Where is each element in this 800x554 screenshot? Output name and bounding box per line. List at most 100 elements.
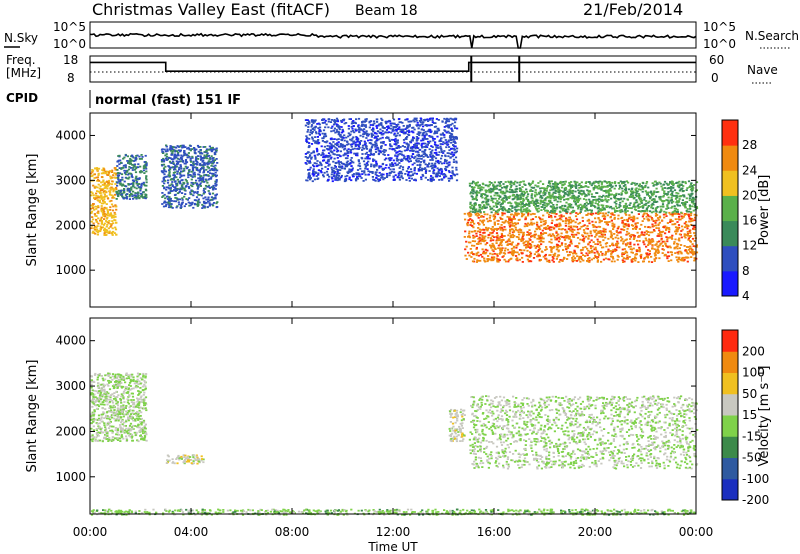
data-cell (413, 145, 416, 148)
data-cell (610, 233, 613, 236)
data-cell (342, 154, 345, 157)
data-cell (585, 204, 588, 207)
data-cell (352, 136, 355, 139)
data-cell (319, 161, 322, 164)
data-cell (336, 170, 339, 173)
data-cell (529, 255, 532, 257)
data-cell (665, 229, 668, 231)
data-cell (384, 166, 387, 169)
data-cell (511, 222, 515, 225)
data-cell (628, 246, 631, 248)
data-cell (589, 232, 592, 235)
data-cell (400, 172, 404, 175)
data-cell (406, 157, 409, 160)
data-cell (647, 234, 651, 237)
data-cell (103, 229, 106, 231)
data-cell (432, 164, 435, 167)
data-cell (485, 217, 489, 220)
data-cell (161, 185, 164, 187)
data-cell (331, 170, 334, 173)
data-cell (420, 144, 423, 147)
data-cell (664, 232, 667, 235)
data-cell (214, 169, 217, 171)
data-cell (666, 204, 669, 206)
data-cell (341, 138, 344, 141)
data-cell (422, 153, 425, 155)
data-cell (568, 235, 571, 238)
data-cell (413, 166, 416, 169)
data-cell (125, 171, 128, 173)
data-cell (96, 190, 99, 192)
data-cell (212, 202, 216, 204)
data-cell (606, 184, 609, 187)
data-cell (576, 231, 579, 234)
data-cell (683, 256, 686, 259)
data-cell (318, 132, 321, 135)
data-cell (90, 212, 93, 214)
data-cell (336, 124, 339, 127)
data-cell (647, 205, 650, 207)
data-cell (614, 244, 617, 247)
data-cell (386, 120, 390, 123)
data-cell (682, 203, 685, 206)
data-cell (430, 152, 433, 155)
data-cell (353, 131, 356, 134)
data-cell (178, 203, 181, 206)
data-cell (102, 180, 105, 183)
data-cell (566, 246, 569, 248)
data-cell (339, 150, 342, 153)
data-cell (634, 253, 637, 256)
data-cell (439, 133, 442, 136)
data-cell (424, 124, 427, 127)
data-cell (165, 201, 168, 204)
data-cell (545, 202, 548, 205)
data-cell (415, 144, 418, 147)
data-cell (304, 162, 307, 164)
data-cell (536, 244, 540, 246)
data-cell (317, 153, 321, 155)
data-cell (394, 149, 397, 152)
data-cell (183, 174, 186, 177)
data-cell (332, 141, 335, 143)
data-cell (107, 172, 110, 175)
data-cell (584, 255, 587, 257)
data-cell (660, 238, 663, 241)
data-cell (370, 165, 373, 168)
data-cell (671, 194, 674, 197)
data-cell (689, 232, 692, 234)
data-cell (176, 198, 179, 201)
data-cell (413, 172, 416, 175)
freq-label: Freq. (6, 53, 36, 67)
data-cell (665, 236, 668, 238)
data-cell (365, 164, 368, 167)
data-cell (625, 214, 628, 216)
data-cell (569, 226, 572, 229)
data-cell (334, 143, 337, 145)
data-cell (346, 143, 349, 146)
data-cell (389, 163, 392, 166)
data-cell (125, 197, 128, 199)
data-cell (196, 161, 199, 164)
data-cell (515, 236, 518, 238)
data-cell (469, 213, 472, 215)
data-cell (124, 164, 127, 166)
data-cell (495, 232, 499, 234)
data-cell (455, 137, 458, 140)
data-cell (122, 164, 125, 167)
data-cell (358, 126, 361, 129)
data-cell (467, 241, 471, 244)
data-cell (198, 169, 201, 172)
data-cell (523, 225, 526, 228)
data-cell (609, 235, 612, 238)
data-cell (145, 162, 148, 165)
data-cell (168, 192, 172, 194)
data-cell (659, 231, 662, 234)
data-cell (196, 192, 199, 194)
data-cell (562, 249, 565, 251)
data-cell (417, 127, 420, 130)
data-cell (645, 253, 649, 256)
data-cell (168, 204, 171, 206)
data-cell (176, 192, 179, 195)
data-cell (388, 138, 391, 141)
data-cell (663, 187, 667, 189)
